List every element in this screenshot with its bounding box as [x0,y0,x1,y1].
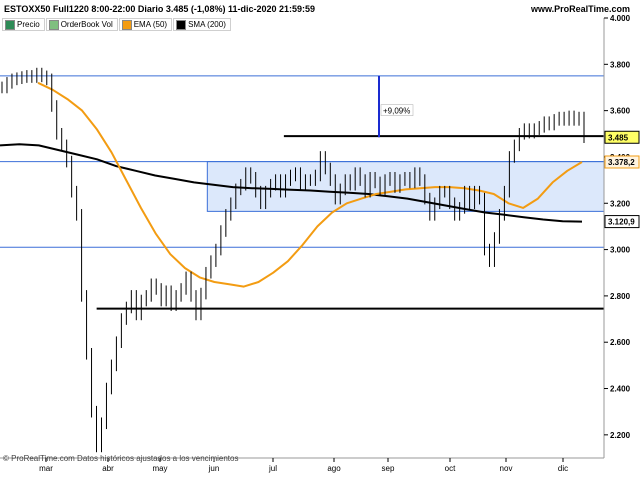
brand-link[interactable]: www.ProRealTime.com [530,4,630,14]
legend-item-price[interactable]: Precio [2,18,45,31]
y-tick-label-9: 2.200 [610,431,631,440]
y-tick-label-7: 2.600 [610,338,631,347]
y-tick-label-2: 3.600 [610,107,631,116]
y-tick-label-0: 4.000 [610,14,631,23]
y-tick-label-4: 3.200 [610,199,631,208]
legend-label: EMA (50) [133,20,168,29]
price-tag-box-1 [604,155,640,169]
range-band [206,161,605,212]
legend-item-orderbook[interactable]: OrderBook Vol [45,18,118,31]
percent-label-text: +9,09% [383,107,410,116]
footer-note: © ProRealTime.com Datos históricos ajust… [3,454,239,463]
ema-swatch-icon [121,19,132,30]
percent-arrow: +9,09% [378,75,414,138]
price-tag-0: 3.485 [608,133,629,142]
instrument-title: ESTOXX50 Full1220 8:00-22:00 Diario 3.48… [4,4,316,14]
series-group [0,67,585,453]
legend-label: Precio [17,20,40,29]
axes: 4.0003.8003.6003.4003.2003.0002.8002.600… [0,14,631,473]
range-band-rect [206,161,605,212]
sma-swatch-icon [176,19,187,30]
y-tick-label-1: 3.800 [610,60,631,69]
y-tick-label-8: 2.400 [610,385,631,394]
percent-label-box [380,104,414,116]
series-line-1 [37,81,583,288]
x-tick-label-9: dic [558,464,568,473]
x-tick-label-8: nov [500,464,513,473]
legend-item-ema[interactable]: EMA (50) [118,18,173,31]
x-tick-label-1: abr [102,464,114,473]
x-tick-label-7: oct [445,464,456,473]
price-swatch-icon [5,19,15,30]
price-tag-2: 3.120,9 [608,218,635,227]
x-tick-label-4: jul [268,464,277,473]
legend-item-sma[interactable]: SMA (200) [173,18,231,31]
x-tick-label-2: may [152,464,167,473]
x-tick-label-0: mar [39,464,53,473]
price-tag-1: 3.378,2 [608,158,635,167]
y-tick-label-5: 3.000 [610,246,631,255]
x-tick-label-5: ago [327,464,341,473]
legend-label: OrderBook Vol [60,20,113,29]
price-tag-box-2 [604,215,640,229]
legend-label: SMA (200) [188,20,226,29]
x-tick-label-6: sep [382,464,395,473]
x-tick-label-3: jun [208,464,220,473]
y-tick-label-6: 2.800 [610,292,631,301]
percent-label: +9,09% [380,104,414,116]
orderbook-swatch-icon [48,19,59,30]
price-tags: 3.485 3.378,2 3.120,9 [604,130,640,229]
chart-header: ESTOXX50 Full1220 8:00-22:00 Diario 3.48… [0,0,640,18]
legend: Precio OrderBook Vol EMA (50) SMA (200) [2,18,232,31]
price-tag-box-0 [604,130,640,144]
